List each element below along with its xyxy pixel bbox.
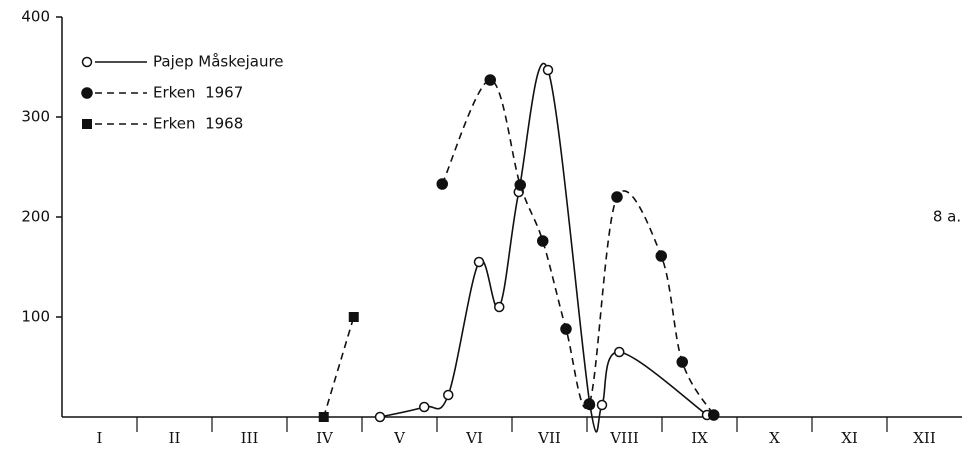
legend-label: Erken 1968: [153, 115, 243, 133]
x-tick-label: IX: [691, 429, 708, 447]
x-tick-label: IV: [316, 429, 334, 447]
data-point: [655, 250, 667, 262]
legend-label: Erken 1967: [153, 84, 243, 102]
x-tick-label: VI: [465, 429, 483, 447]
y-tick-label: 300: [21, 108, 50, 126]
x-tick-label: VII: [537, 429, 561, 447]
data-point: [318, 412, 329, 422]
data-point: [583, 398, 595, 410]
data-point: [436, 178, 448, 190]
x-tick-label: X: [769, 429, 780, 447]
data-point: [374, 411, 386, 423]
annotation: 8 a.: [933, 208, 961, 226]
series-line: [322, 316, 355, 418]
x-tick-label: I: [97, 429, 103, 447]
data-point: [611, 191, 623, 203]
x-tick-label: XII: [913, 429, 936, 447]
data-point: [596, 399, 608, 411]
data-point: [514, 179, 526, 191]
y-tick-label: 400: [21, 8, 50, 26]
x-tick-label: V: [393, 429, 406, 447]
data-point: [537, 235, 549, 247]
data-point: [560, 323, 572, 335]
legend-marker: [81, 56, 93, 68]
series-line: [441, 79, 715, 416]
x-tick-label: VIII: [609, 429, 639, 447]
x-tick-label: II: [169, 429, 181, 447]
data-point: [473, 256, 485, 268]
data-point: [348, 312, 359, 322]
data-point: [494, 301, 505, 313]
data-point: [484, 74, 496, 86]
data-point: [708, 409, 720, 421]
legend-marker: [82, 119, 92, 129]
data-point: [676, 356, 688, 368]
data-point: [419, 401, 430, 413]
x-tick-label: III: [241, 429, 259, 447]
x-tick-label: XI: [841, 429, 858, 447]
data-point: [542, 64, 554, 76]
legend-marker: [81, 87, 93, 99]
y-tick-label: 100: [21, 308, 50, 326]
legend-label: Pajep Måskejaure: [153, 53, 284, 71]
y-tick-label: 200: [21, 208, 50, 226]
series-line: [379, 62, 708, 433]
data-point: [614, 346, 625, 358]
data-point: [443, 389, 454, 401]
